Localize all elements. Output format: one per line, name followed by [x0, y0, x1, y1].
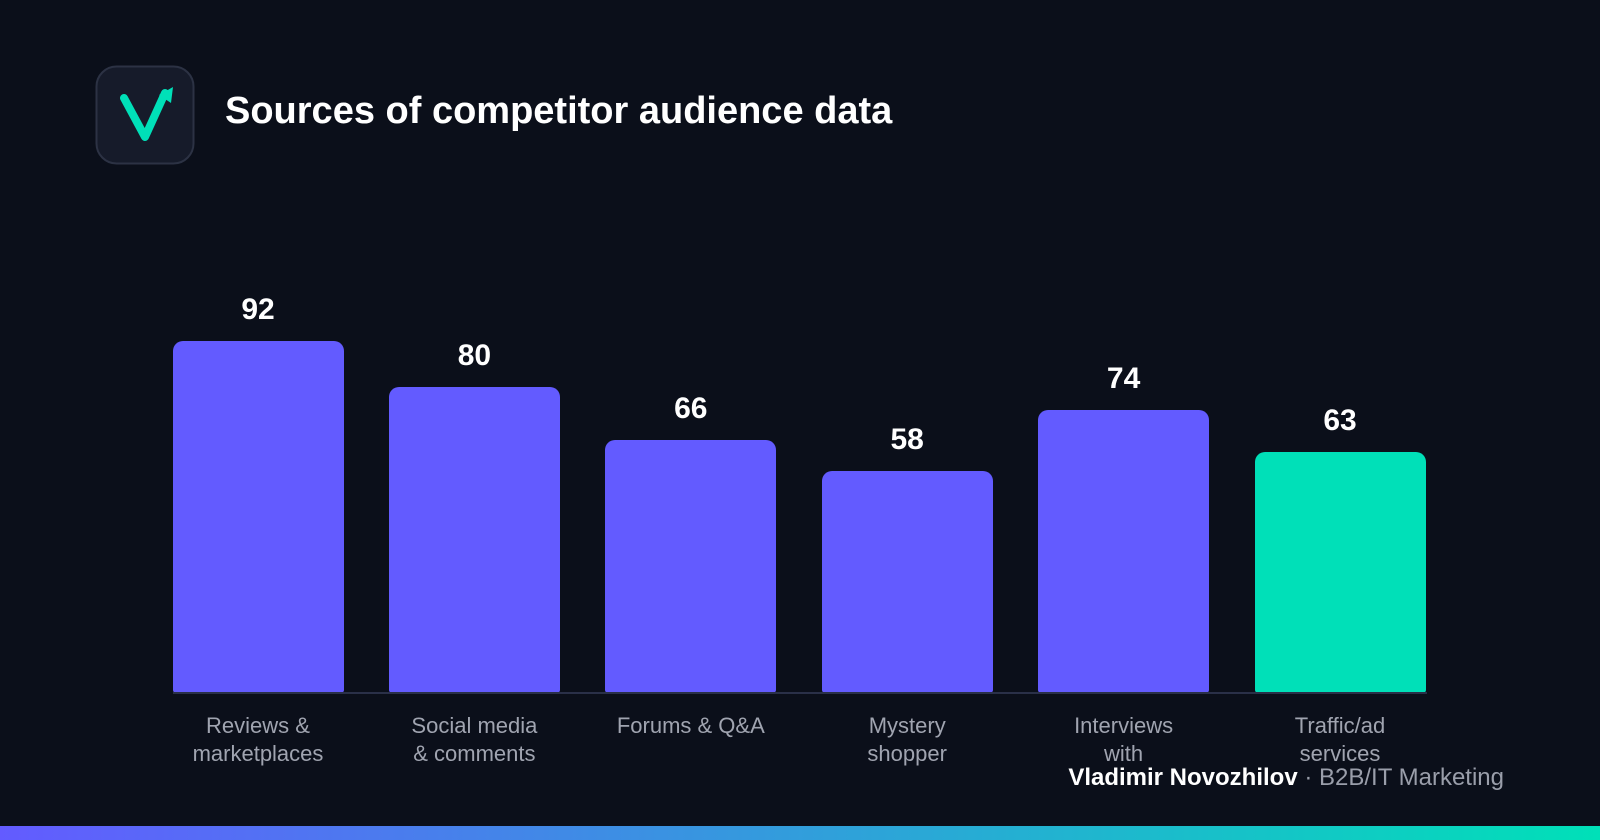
x-tick-label: Forums & Q&A — [616, 713, 765, 738]
chart-title: Sources of competitor audience data — [225, 90, 893, 132]
baseline — [173, 692, 1427, 694]
value-label: 58 — [890, 422, 924, 456]
x-tick-label: Social media & comments — [411, 713, 538, 766]
value-label: 80 — [457, 338, 492, 372]
logo — [95, 65, 195, 165]
value-label: 63 — [1323, 403, 1357, 437]
bar — [1254, 451, 1426, 693]
value-label: 74 — [1106, 361, 1141, 395]
bar — [172, 340, 344, 693]
value-label: 92 — [241, 292, 275, 326]
x-tick-label: Reviews & marketplaces — [192, 713, 324, 766]
gradient-strip — [0, 826, 1600, 840]
bar — [605, 440, 777, 693]
x-tick-label: Traffic/ad services — [1294, 713, 1386, 766]
tagline: · B2B/IT Marketing — [1304, 764, 1504, 791]
bar — [1038, 409, 1210, 693]
x-tick-label: Interviews with — [1074, 713, 1174, 766]
author: Vladimir Novozhilov — [1068, 764, 1298, 791]
bar — [388, 386, 560, 693]
footer: Vladimir Novozhilov · B2B/IT Marketing — [1068, 764, 1504, 792]
bar — [821, 470, 993, 693]
x-tick-label: Mystery shopper — [867, 713, 947, 766]
value-label: 66 — [674, 392, 708, 426]
